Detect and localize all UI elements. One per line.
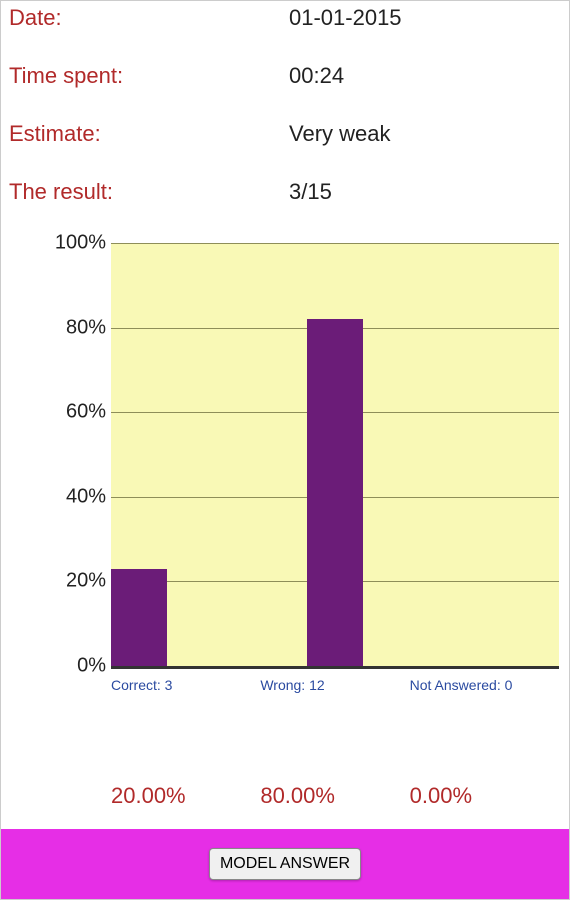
y-axis-label: 100%	[41, 232, 106, 255]
time-label: Time spent:	[9, 63, 289, 89]
info-row-result: The result: 3/15	[9, 179, 561, 205]
percentage-value: 0.00%	[410, 783, 559, 809]
estimate-value: Very weak	[289, 121, 391, 147]
bar	[307, 319, 363, 666]
bar	[111, 569, 167, 666]
percentage-value: 20.00%	[111, 783, 260, 809]
result-value: 3/15	[289, 179, 332, 205]
y-axis-label: 0%	[41, 655, 106, 678]
date-label: Date:	[9, 5, 289, 31]
x-axis-label: Wrong: 12	[260, 673, 409, 699]
y-axis-label: 20%	[41, 570, 106, 593]
bar-slot	[410, 243, 559, 666]
x-axis-label: Not Answered: 0	[410, 673, 559, 699]
footer-bar: MODEL ANSWER	[1, 829, 569, 899]
y-axis-label: 40%	[41, 485, 106, 508]
info-row-date: Date: 01-01-2015	[9, 5, 561, 31]
results-chart: 0%20%40%60%80%100% Correct: 3Wrong: 12No…	[1, 243, 569, 763]
estimate-label: Estimate:	[9, 121, 289, 147]
summary-section: Date: 01-01-2015 Time spent: 00:24 Estim…	[1, 1, 569, 223]
info-row-time: Time spent: 00:24	[9, 63, 561, 89]
date-value: 01-01-2015	[289, 5, 402, 31]
chart-baseline	[111, 666, 559, 669]
percentages-row: 20.00%80.00%0.00%	[1, 763, 569, 829]
result-label: The result:	[9, 179, 289, 205]
bar-slot	[111, 243, 260, 666]
percentage-value: 80.00%	[260, 783, 409, 809]
bar-slot	[260, 243, 409, 666]
model-answer-button[interactable]: MODEL ANSWER	[209, 848, 361, 880]
x-axis-label: Correct: 3	[111, 673, 260, 699]
y-axis-label: 80%	[41, 316, 106, 339]
y-axis-label: 60%	[41, 401, 106, 424]
bars-row	[111, 243, 559, 666]
info-row-estimate: Estimate: Very weak	[9, 121, 561, 147]
time-value: 00:24	[289, 63, 344, 89]
